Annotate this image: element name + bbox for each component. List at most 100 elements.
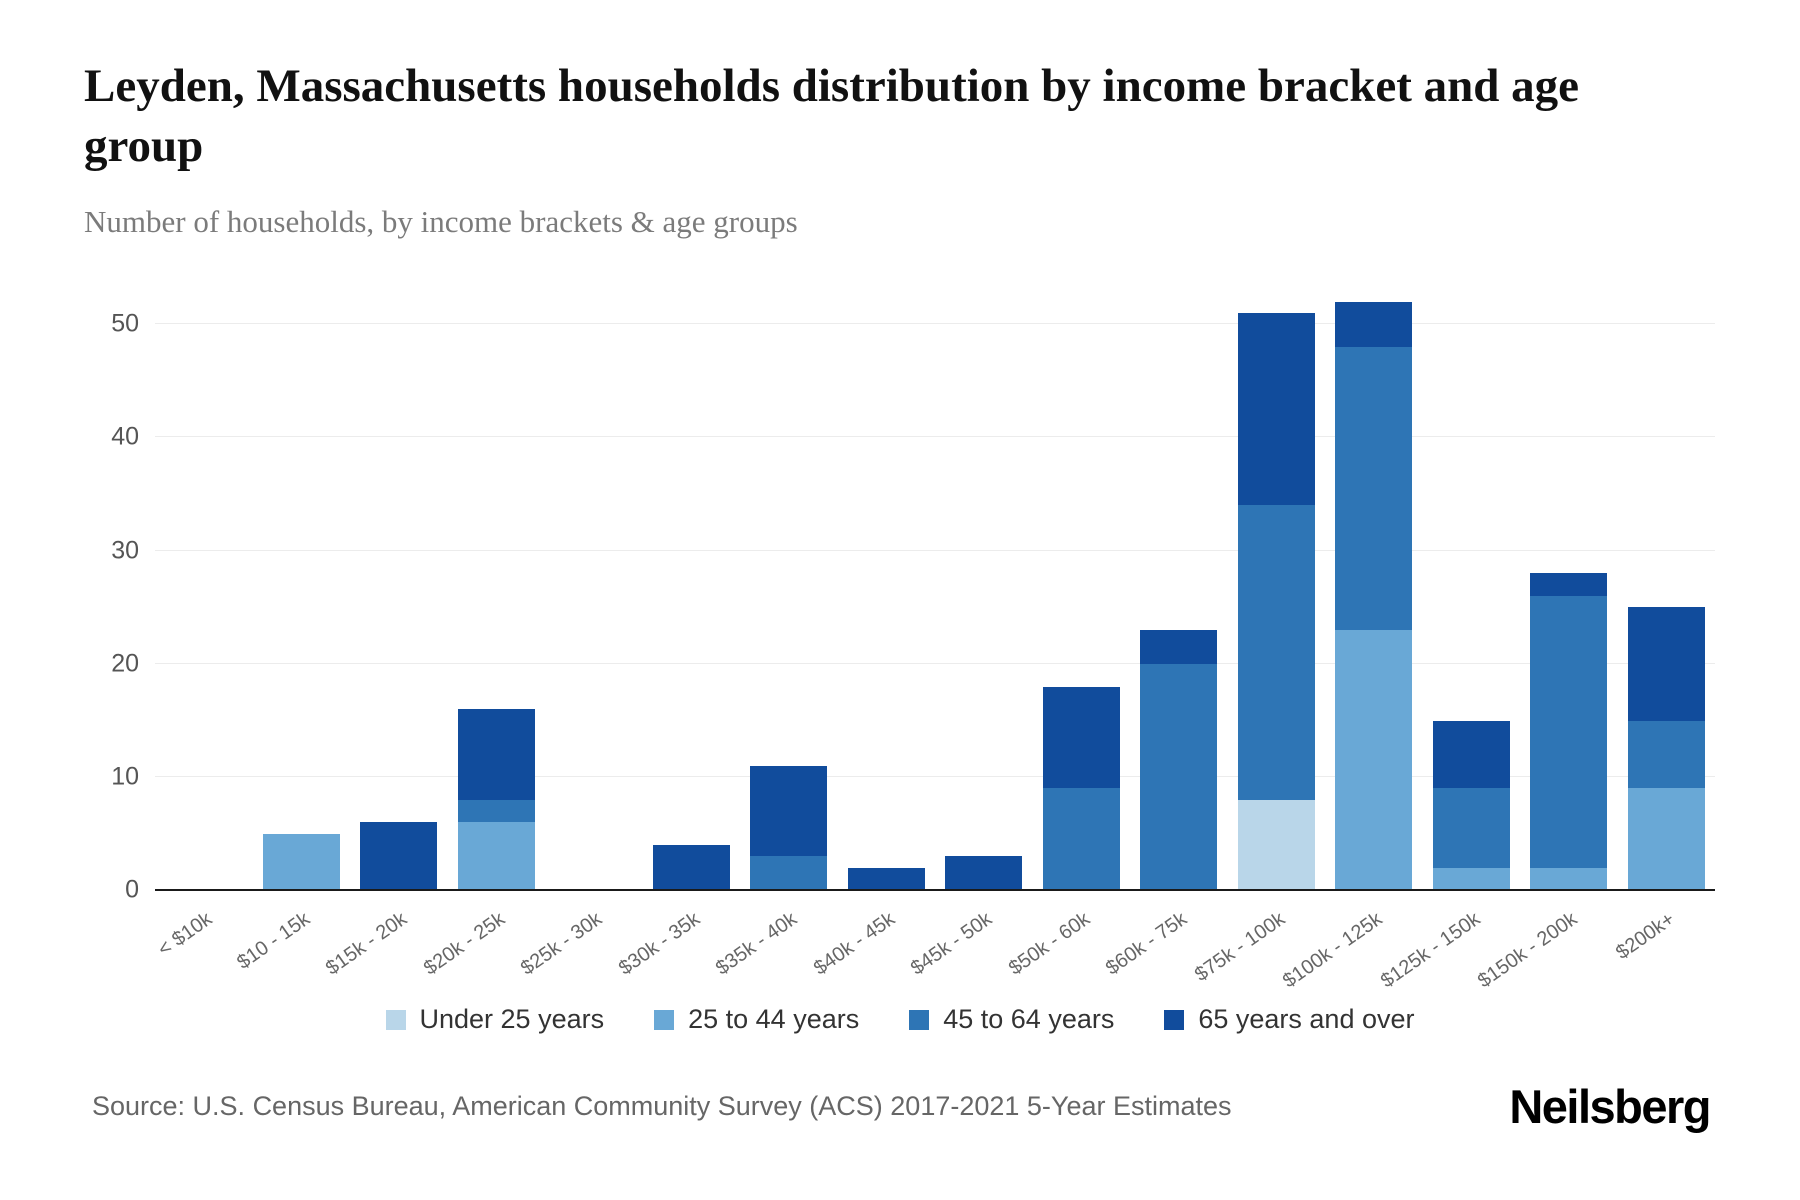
x-axis-label: $50k - 60k (1004, 908, 1094, 980)
bar-slot (1423, 290, 1521, 891)
bar-slot (935, 290, 1033, 891)
legend: Under 25 years 25 to 44 years 45 to 64 yea… (0, 1004, 1800, 1035)
x-axis-label: $75k - 100k (1190, 908, 1289, 987)
stacked-bar (360, 822, 438, 891)
stacked-bar (1432, 720, 1510, 891)
bar-segment (360, 822, 438, 891)
legend-label: 25 to 44 years (688, 1004, 860, 1035)
stacked-bar (457, 709, 535, 891)
bar-segment (1627, 720, 1705, 789)
bar-segment (1140, 663, 1218, 891)
bar-segment (457, 799, 535, 823)
gridline-10 (155, 776, 1715, 778)
x-axis-label: $15k - 20k (322, 908, 412, 980)
bar-segment (1530, 867, 1608, 891)
x-axis-label: $60k - 75k (1102, 908, 1192, 980)
legend-item: 65 years and over (1164, 1004, 1415, 1035)
bar-slot (1325, 290, 1423, 891)
bar-slot (643, 290, 741, 891)
x-axis-label: $40k - 45k (809, 908, 899, 980)
bar-segment (1237, 799, 1315, 891)
legend-label: 45 to 64 years (943, 1004, 1115, 1035)
bar-segment (1627, 788, 1705, 891)
x-axis-line (155, 889, 1715, 892)
chart-subtitle: Number of households, by income brackets… (84, 204, 798, 240)
bar-slot (740, 290, 838, 891)
y-tick-label-40: 40 (111, 422, 139, 451)
bar-segment (1042, 788, 1120, 891)
stacked-bar (1627, 607, 1705, 891)
plot-area: 0 10 20 30 40 50 (111, 290, 1716, 904)
bar-segment (652, 845, 730, 891)
y-tick-label-20: 20 (111, 649, 139, 678)
stacked-bar (1335, 301, 1413, 891)
chart-title: Leyden, Massachusetts households distrib… (84, 60, 1580, 173)
bar-segment (1335, 629, 1413, 891)
y-tick-label-50: 50 (111, 309, 139, 338)
y-tick-label-30: 30 (111, 536, 139, 565)
stacked-bar (1530, 573, 1608, 891)
neilsberg-logo: Neilsberg (1509, 1080, 1711, 1133)
stacked-bar (1042, 686, 1120, 891)
x-axis-label: $35k - 40k (712, 908, 802, 980)
bar-segment (457, 822, 535, 891)
bar-segment (1335, 301, 1413, 347)
x-axis-label: $20k - 25k (419, 908, 509, 980)
legend-swatch (385, 1009, 406, 1030)
legend-label: Under 25 years (419, 1004, 605, 1035)
x-axis-labels: < $10k $10 - 15k $15k - 20k $20k - 25k $25k … (154, 898, 1715, 998)
legend-item: 45 to 64 years (909, 1004, 1114, 1035)
bar-segment (1432, 867, 1510, 891)
bar-segment (750, 765, 828, 857)
legend-swatch (654, 1009, 675, 1030)
bar-segment (1432, 720, 1510, 789)
legend-item: Under 25 years (385, 1004, 605, 1035)
stacked-bar (750, 765, 828, 891)
x-axis-label: $125k - 150k (1376, 908, 1484, 993)
x-axis-label: $30k - 35k (614, 908, 704, 980)
bar-slot (545, 290, 643, 890)
x-axis-label: $150k - 200k (1474, 908, 1582, 993)
gridline-20 (155, 662, 1715, 664)
bar-segment (945, 856, 1023, 891)
bar-slot (253, 290, 351, 891)
x-axis-label: $10 - 15k (232, 908, 314, 975)
bar-segment (750, 856, 828, 891)
bar-slot (838, 290, 936, 891)
bar-segment (262, 833, 340, 891)
y-tick-label-10: 10 (111, 762, 139, 791)
bar-segment (847, 867, 925, 891)
x-axis-label: $100k - 125k (1279, 908, 1387, 993)
x-axis-label: $25k - 30k (517, 908, 607, 980)
stacked-bar (652, 845, 730, 891)
bar-segment (1432, 788, 1510, 868)
y-tick-label-0: 0 (125, 875, 139, 904)
bars-container (155, 290, 1716, 891)
source-attribution: Source: U.S. Census Bureau, American Com… (92, 1091, 1232, 1121)
bar-slot (1228, 290, 1326, 891)
legend-label: 65 years and over (1198, 1004, 1415, 1035)
legend-swatch (909, 1009, 930, 1030)
footer: Source: U.S. Census Bureau, American Com… (92, 1079, 1711, 1134)
gridline-40 (155, 436, 1715, 438)
bar-slot (448, 290, 546, 891)
bar-segment (1042, 686, 1120, 789)
stacked-bar (945, 856, 1023, 891)
x-axis-label: < $10k (154, 908, 217, 962)
legend-swatch (1164, 1009, 1185, 1030)
bar-slot (1618, 290, 1716, 891)
x-axis-label: $45k - 50k (907, 908, 997, 980)
bar-segment (1335, 346, 1413, 630)
bar-slot (1130, 290, 1228, 891)
bar-segment (1140, 629, 1218, 664)
bar-slot (1033, 290, 1131, 891)
bar-segment (457, 709, 535, 800)
stacked-bar (1237, 312, 1315, 891)
bar-slot (1520, 290, 1618, 891)
stacked-bar (1140, 629, 1218, 891)
bar-segment (1237, 312, 1315, 506)
chart-header: Leyden, Massachusetts households distrib… (0, 0, 1800, 240)
stacked-bar (262, 833, 340, 891)
bar-segment (1627, 607, 1705, 721)
